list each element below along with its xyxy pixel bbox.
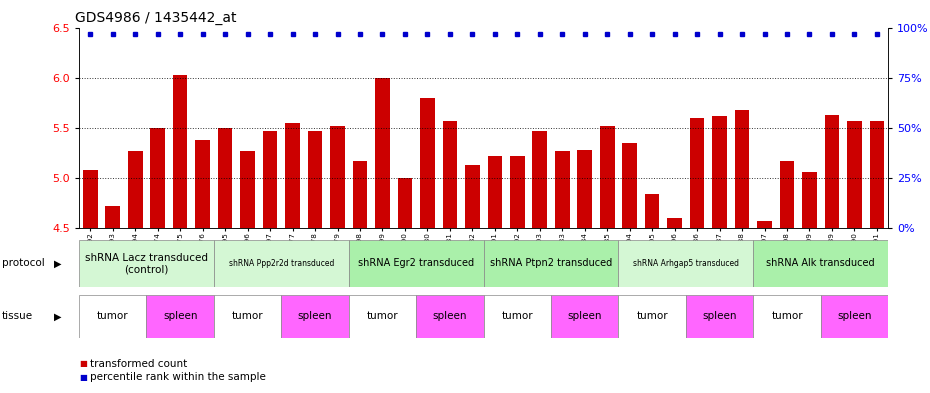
- Text: ▶: ▶: [54, 311, 61, 321]
- Text: spleen: spleen: [432, 311, 467, 321]
- Bar: [600, 126, 615, 228]
- Bar: [281, 295, 349, 338]
- Bar: [757, 221, 772, 228]
- Bar: [349, 240, 484, 287]
- Bar: [753, 240, 888, 287]
- Bar: [214, 295, 281, 338]
- Bar: [712, 116, 727, 228]
- Bar: [618, 295, 685, 338]
- Bar: [308, 131, 323, 228]
- Text: spleen: spleen: [702, 311, 737, 321]
- Bar: [128, 151, 142, 228]
- Text: tumor: tumor: [97, 311, 128, 321]
- Bar: [484, 295, 551, 338]
- Text: spleen: spleen: [567, 311, 602, 321]
- Text: spleen: spleen: [163, 311, 197, 321]
- Bar: [214, 240, 349, 287]
- Bar: [83, 170, 98, 228]
- Text: percentile rank within the sample: percentile rank within the sample: [90, 372, 266, 382]
- Bar: [195, 140, 210, 228]
- Text: shRNA Arhgap5 transduced: shRNA Arhgap5 transduced: [633, 259, 738, 268]
- Text: tumor: tumor: [501, 311, 533, 321]
- Bar: [173, 75, 188, 228]
- Text: tumor: tumor: [366, 311, 398, 321]
- Bar: [484, 240, 618, 287]
- Bar: [420, 98, 434, 228]
- Text: shRNA Egr2 transduced: shRNA Egr2 transduced: [358, 258, 474, 268]
- Bar: [147, 295, 214, 338]
- Text: tissue: tissue: [2, 311, 33, 321]
- Bar: [375, 78, 390, 228]
- Bar: [417, 295, 484, 338]
- Bar: [803, 172, 817, 228]
- Bar: [578, 150, 592, 228]
- Text: shRNA Alk transduced: shRNA Alk transduced: [766, 258, 875, 268]
- Bar: [218, 128, 232, 228]
- Bar: [735, 110, 750, 228]
- Bar: [398, 178, 412, 228]
- Bar: [263, 131, 277, 228]
- Bar: [487, 156, 502, 228]
- Text: GDS4986 / 1435442_at: GDS4986 / 1435442_at: [75, 11, 236, 25]
- Bar: [870, 121, 884, 228]
- Text: ■: ■: [79, 373, 86, 382]
- Text: ▶: ▶: [54, 258, 61, 268]
- Text: shRNA Ptpn2 transduced: shRNA Ptpn2 transduced: [490, 258, 612, 268]
- Bar: [618, 240, 753, 287]
- Bar: [753, 295, 820, 338]
- Text: tumor: tumor: [771, 311, 803, 321]
- Bar: [510, 156, 525, 228]
- Bar: [352, 161, 367, 228]
- Text: ■: ■: [79, 359, 86, 368]
- Text: spleen: spleen: [298, 311, 332, 321]
- Bar: [644, 194, 659, 228]
- Bar: [779, 161, 794, 228]
- Bar: [465, 165, 480, 228]
- Bar: [820, 295, 888, 338]
- Text: transformed count: transformed count: [90, 358, 188, 369]
- Text: shRNA Ppp2r2d transduced: shRNA Ppp2r2d transduced: [229, 259, 334, 268]
- Bar: [79, 295, 147, 338]
- Bar: [555, 151, 569, 228]
- Text: tumor: tumor: [232, 311, 263, 321]
- Bar: [825, 115, 839, 228]
- Text: protocol: protocol: [2, 258, 45, 268]
- Bar: [622, 143, 637, 228]
- Bar: [286, 123, 299, 228]
- Bar: [330, 126, 345, 228]
- Bar: [847, 121, 862, 228]
- Bar: [443, 121, 458, 228]
- Text: spleen: spleen: [837, 311, 871, 321]
- Text: tumor: tumor: [636, 311, 668, 321]
- Bar: [533, 131, 547, 228]
- Text: shRNA Lacz transduced
(control): shRNA Lacz transduced (control): [85, 253, 208, 274]
- Bar: [79, 240, 214, 287]
- Bar: [349, 295, 417, 338]
- Bar: [105, 206, 120, 228]
- Bar: [151, 128, 165, 228]
- Bar: [685, 295, 753, 338]
- Bar: [551, 295, 618, 338]
- Bar: [668, 218, 682, 228]
- Bar: [690, 118, 704, 228]
- Bar: [240, 151, 255, 228]
